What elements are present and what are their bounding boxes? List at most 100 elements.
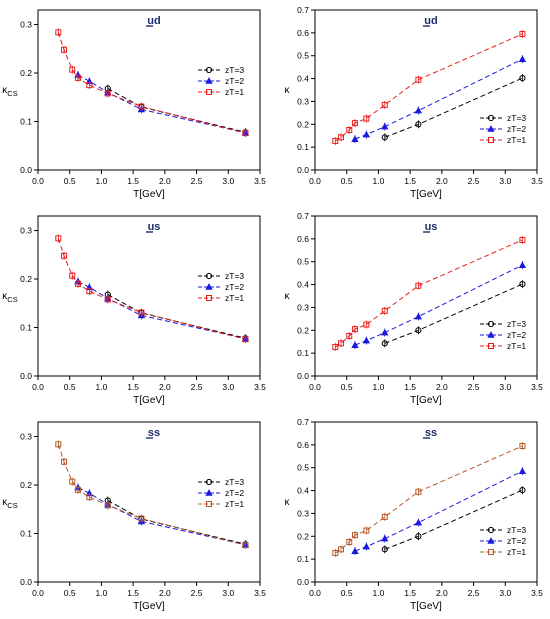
x-tick-label: 3.5	[254, 588, 266, 598]
data-point-zT=3	[415, 327, 422, 334]
data-point-zT=1	[74, 74, 81, 81]
x-tick-label: 2.0	[159, 588, 171, 598]
legend-marker	[205, 489, 213, 496]
x-tick-label: 0.5	[341, 588, 353, 598]
data-point-zT=1	[346, 333, 353, 339]
y-axis-title: κ	[285, 291, 291, 302]
data-point-zT=1	[74, 486, 81, 493]
x-tick-label: 1.5	[127, 382, 139, 392]
data-point-zT=3	[381, 134, 388, 141]
series-line-zT=3	[384, 489, 523, 550]
y-tick-label: 0.2	[20, 274, 32, 284]
x-axis-title: T[GeV]	[410, 395, 442, 406]
legend-label: zT=2	[225, 488, 244, 498]
chart-ss-kappa: 0.0 0.5 1.0 1.5 2.0 2.5 3.0 3.5 0.0 0.1 0.2 0.3 0.4 0…	[285, 417, 544, 612]
legend-marker	[205, 272, 213, 280]
x-tick-label: 2.5	[468, 382, 480, 392]
x-tick-label: 2.0	[436, 382, 448, 392]
data-point-zT=1	[338, 546, 345, 553]
series-line-zT=3	[107, 294, 246, 339]
x-tick-label: 2.0	[436, 588, 448, 598]
legend-marker	[205, 77, 213, 84]
x-tick-label: 3.5	[254, 176, 266, 186]
panel-title: ss	[148, 427, 160, 439]
y-tick-label: 0.5	[297, 463, 309, 473]
x-tick-label: 3.0	[499, 382, 511, 392]
series-line-zT=1	[335, 33, 523, 142]
x-tick-label: 2.5	[468, 176, 480, 186]
y-tick-label: 0.2	[297, 325, 309, 335]
x-tick-label: 3.0	[222, 588, 234, 598]
data-point-zT=2	[351, 341, 359, 348]
data-point-zT=1	[519, 31, 526, 37]
y-axis-title-main: κ	[2, 497, 8, 508]
x-tick-label: 0.5	[64, 176, 76, 186]
x-axis-title: T[GeV]	[410, 601, 442, 612]
data-point-zT=3	[519, 75, 526, 82]
data-point-zT=2	[414, 518, 423, 526]
data-point-zT=3	[519, 487, 526, 494]
y-axis-title: κCS	[2, 497, 17, 510]
data-point-zT=1	[346, 539, 353, 545]
data-point-zT=2	[381, 122, 389, 130]
legend-label: zT=1	[225, 87, 244, 97]
y-axis-title-sub: CS	[7, 295, 17, 304]
chart-ud-kappa: 0.0 0.5 1.0 1.5 2.0 2.5 3.0 3.5 0.0 0.1 0.2 0.3 0.4 0…	[285, 5, 544, 200]
panel-title: us	[425, 221, 438, 233]
legend-label: zT=3	[225, 477, 244, 487]
y-axis-title: κ	[285, 497, 291, 508]
y-tick-label: 0.2	[20, 480, 32, 490]
legend-label: zT=2	[225, 282, 244, 292]
chart-us-kappa-cs: 0.0 0.5 1.0 1.5 2.0 2.5 3.0 3.5 0.0 0.1 0.2 0.3 T[Ge…	[2, 215, 266, 406]
data-point-zT=1	[332, 549, 339, 556]
data-point-zT=1	[104, 502, 111, 509]
data-point-zT=1	[69, 66, 76, 73]
y-tick-label: 0.6	[297, 234, 309, 244]
data-point-zT=1	[346, 127, 353, 133]
y-tick-label: 0.3	[297, 508, 309, 518]
legend-label: zT=3	[225, 65, 244, 75]
x-tick-label: 1.5	[404, 176, 416, 186]
y-tick-label: 0.3	[20, 20, 32, 30]
legend-marker	[206, 295, 212, 301]
legend-marker	[206, 89, 212, 95]
series-line-zT=1	[57, 238, 246, 340]
legend-label: zT=3	[507, 113, 526, 123]
data-point-zT=1	[332, 137, 339, 144]
plot-frame	[37, 421, 261, 583]
legend-marker	[488, 137, 494, 143]
data-point-zT=1	[519, 237, 526, 243]
data-point-zT=1	[55, 235, 62, 242]
y-tick-label: 0.2	[297, 119, 309, 129]
x-tick-label: 0.5	[64, 382, 76, 392]
panel-title: us	[148, 221, 161, 233]
legend-label: zT=1	[225, 293, 244, 303]
y-tick-label: 0.0	[297, 371, 309, 381]
data-point-zT=1	[104, 296, 111, 303]
y-axis-title-sub: CS	[7, 501, 17, 510]
x-tick-label: 0.0	[309, 588, 321, 598]
data-point-zT=1	[61, 46, 68, 53]
data-point-zT=1	[332, 343, 339, 350]
x-axis-title: T[GeV]	[410, 189, 442, 200]
series-line-zT=2	[77, 281, 246, 340]
data-point-zT=1	[363, 115, 370, 122]
x-tick-label: 3.5	[531, 382, 543, 392]
data-point-zT=1	[242, 542, 249, 549]
legend-marker	[487, 331, 495, 338]
y-tick-label: 0.1	[297, 142, 309, 152]
data-point-zT=1	[363, 527, 370, 534]
data-point-zT=1	[138, 103, 145, 110]
x-tick-label: 2.5	[191, 588, 203, 598]
data-point-zT=2	[414, 312, 423, 320]
y-tick-label: 0.2	[297, 531, 309, 541]
x-tick-label: 1.0	[96, 588, 108, 598]
legend-marker	[487, 320, 495, 328]
x-axis-title: T[GeV]	[133, 395, 165, 406]
legend-label: zT=2	[507, 330, 526, 340]
y-tick-label: 0.3	[20, 432, 32, 442]
legend-marker	[205, 478, 213, 486]
data-point-zT=1	[74, 280, 81, 287]
x-tick-label: 2.0	[159, 382, 171, 392]
chart-us-kappa: 0.0 0.5 1.0 1.5 2.0 2.5 3.0 3.5 0.0 0.1 0.2 0.3 0.4 0…	[285, 211, 544, 406]
